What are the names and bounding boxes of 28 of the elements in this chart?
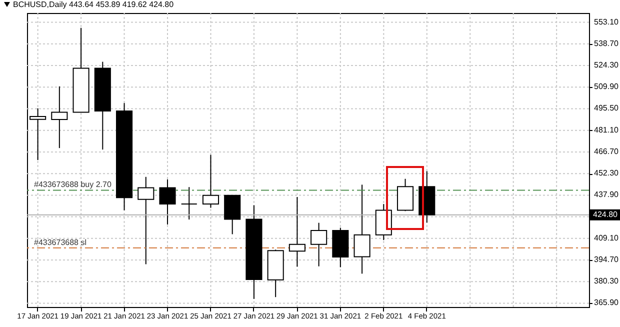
ref-line-label: 424.80 (593, 210, 618, 219)
candlestick (180, 186, 198, 220)
candlestick (138, 176, 154, 265)
ref-line-label: #433673688 buy 2.70 (34, 180, 112, 190)
chart-title: BCHUSD,Daily 443.64 453.89 419.62 424.80 (13, 0, 174, 9)
candlestick (310, 222, 328, 267)
candlestick (51, 86, 68, 149)
y-tick-label: 466.70 (594, 146, 620, 156)
y-tick-label: 409.10 (594, 233, 620, 242)
y-tick-label: 380.30 (594, 276, 620, 286)
y-tick-label: 538.70 (594, 38, 620, 48)
y-tick-label: 452.30 (594, 168, 620, 178)
candlestick (202, 154, 220, 208)
y-tick-label: 394.70 (594, 255, 620, 264)
y-tick-label: 524.30 (594, 60, 620, 70)
y-tick-label: 495.50 (594, 104, 620, 113)
y-tick-label: 509.90 (594, 82, 620, 92)
y-tick-label: 481.10 (594, 125, 620, 134)
candlestick (30, 108, 46, 161)
candlestick (224, 194, 241, 235)
candlestick (396, 178, 414, 212)
y-tick-label: 365.90 (594, 298, 620, 308)
y-tick-label: 437.90 (594, 190, 620, 200)
candlestick (354, 184, 370, 274)
ref-line-label: #433673688 sl (34, 238, 87, 247)
candlestick (288, 196, 306, 268)
candlestick (159, 178, 176, 225)
y-tick-label: 553.10 (594, 17, 620, 26)
